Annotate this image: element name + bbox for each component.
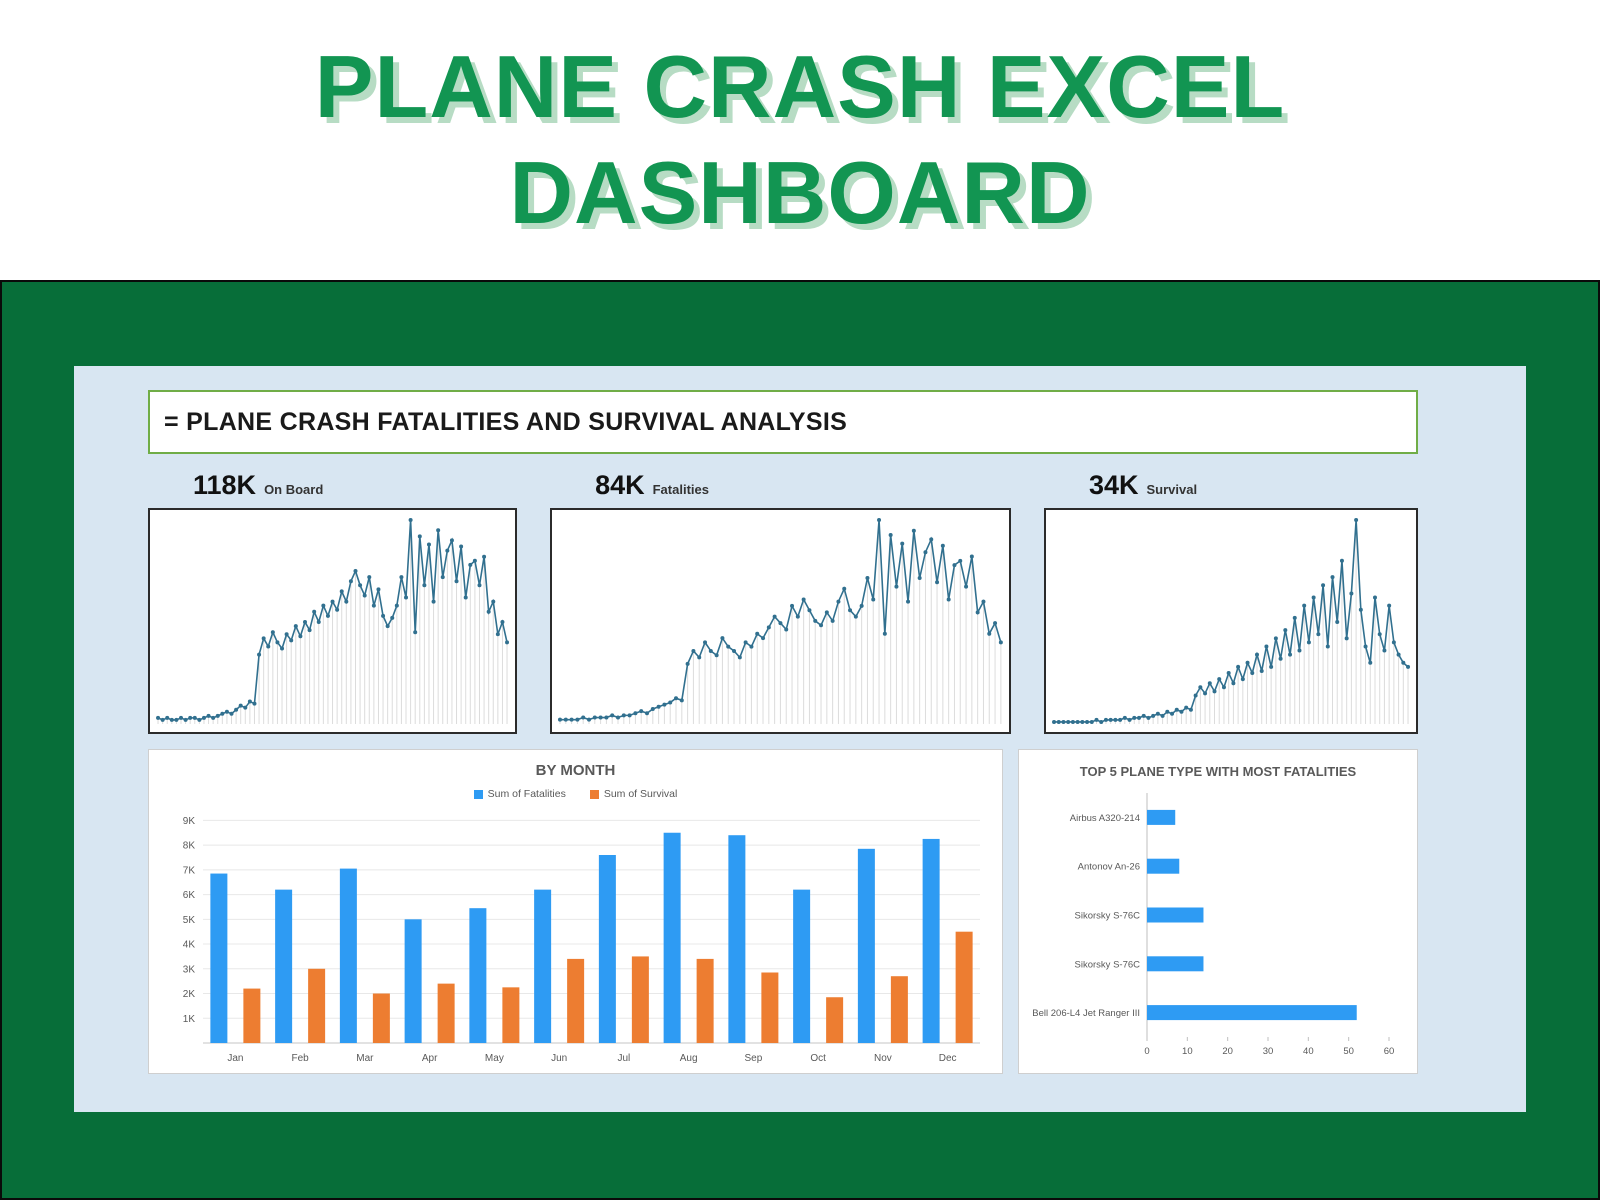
by-month-chart: 1K 2K 3K 4K 5K 6K 7K 8K 9K Jan Feb Mar Apr May Jun Jul A… (183, 816, 980, 1064)
svg-text:1K: 1K (183, 1014, 196, 1025)
kpi-fatalities-value: 84K (595, 470, 645, 500)
legend-item-survival: Sum of Survival (589, 788, 678, 800)
svg-text:Sikorsky S-76C: Sikorsky S-76C (1075, 959, 1141, 970)
by-month-chart-box: BY MONTH Sum of Fatalities Sum of Surviv… (148, 749, 1003, 1074)
legend-fatalities-label: Sum of Fatalities (487, 788, 566, 800)
svg-text:Oct: Oct (810, 1053, 826, 1064)
top5-chart-box: TOP 5 PLANE TYPE WITH MOST FATALITIES 0 1… (1018, 749, 1418, 1074)
dashboard-header: = PLANE CRASH FATALITIES AND SURVIVAL AN… (148, 390, 1418, 454)
svg-text:2K: 2K (183, 989, 196, 1000)
svg-text:4K: 4K (183, 940, 196, 951)
legend-item-fatalities: Sum of Fatalities (473, 788, 566, 800)
svg-text:Bell 206-L4 Jet Ranger III: Bell 206-L4 Jet Ranger III (1032, 1008, 1140, 1019)
svg-text:50: 50 (1343, 1046, 1354, 1057)
dashboard-panel: = PLANE CRASH FATALITIES AND SURVIVAL AN… (74, 366, 1526, 1112)
onboard-sparkline-chart (156, 518, 510, 724)
svg-text:Jan: Jan (227, 1053, 243, 1064)
fatalities-sparkline-chart (558, 518, 1003, 724)
page-title-line-1: PLANE CRASH EXCEL (314, 37, 1286, 137)
svg-text:Airbus A320-214: Airbus A320-214 (1070, 813, 1140, 824)
svg-text:10: 10 (1182, 1046, 1193, 1057)
kpi-fatalities-label: Fatalities (652, 482, 709, 497)
svg-text:Nov: Nov (874, 1053, 892, 1064)
onboard-sparkline-box (148, 508, 518, 734)
svg-text:Aug: Aug (680, 1053, 698, 1064)
by-month-legend: Sum of Fatalities Sum of Survival (157, 788, 994, 800)
svg-text:Feb: Feb (292, 1053, 310, 1064)
kpi-survival: 34K Survival (1044, 470, 1418, 508)
svg-text:Apr: Apr (422, 1053, 438, 1064)
top5-fatalities-chart: 0 10 20 30 40 50 60 Airbus A320-214 Antonov An-2… (1032, 793, 1395, 1057)
page-title-line-2: DASHBOARD (509, 143, 1091, 242)
kpi-row: 118K On Board 84K Fatalities 34K (148, 470, 1418, 734)
kpi-fatalities: 84K Fatalities (550, 470, 1011, 508)
svg-text:3K: 3K (183, 964, 196, 975)
svg-text:30: 30 (1263, 1046, 1274, 1057)
by-month-chart-title: BY MONTH (535, 762, 616, 779)
dashboard-header-title: = PLANE CRASH FATALITIES AND SURVIVAL AN… (164, 407, 848, 436)
svg-text:Jun: Jun (551, 1053, 567, 1064)
kpi-survival-value: 34K (1088, 470, 1139, 500)
kpi-onboard-label: On Board (264, 482, 324, 497)
kpi-column-onboard: 118K On Board (148, 470, 518, 734)
svg-text:May: May (485, 1053, 504, 1064)
svg-text:8K: 8K (183, 841, 196, 852)
dashboard-background: = PLANE CRASH FATALITIES AND SURVIVAL AN… (0, 280, 1600, 1200)
fatalities-legend-swatch (473, 789, 483, 799)
survival-sparkline-chart (1051, 518, 1410, 724)
legend-survival-label: Sum of Survival (603, 788, 678, 800)
svg-text:Jul: Jul (617, 1053, 630, 1064)
svg-text:Antonov An-26: Antonov An-26 (1078, 862, 1140, 873)
svg-text:9K: 9K (183, 816, 196, 827)
kpi-survival-label: Survival (1146, 482, 1198, 497)
top5-chart-area: 0 10 20 30 40 50 60 Airbus A320-214 Antonov An-2… (1025, 779, 1411, 1069)
svg-text:Sikorsky S-76C: Sikorsky S-76C (1075, 911, 1141, 922)
bottom-charts-row: BY MONTH Sum of Fatalities Sum of Surviv… (148, 749, 1418, 1074)
svg-text:Dec: Dec (939, 1053, 957, 1064)
kpi-onboard: 118K On Board (148, 470, 517, 508)
svg-text:5K: 5K (183, 915, 196, 926)
svg-text:0: 0 (1144, 1046, 1149, 1057)
page-banner: PLANE CRASH EXCEL DASHBOARD (0, 0, 1600, 280)
top5-chart-title: TOP 5 PLANE TYPE WITH MOST FATALITIES (1079, 764, 1357, 779)
svg-text:Sep: Sep (744, 1053, 762, 1064)
svg-text:7K: 7K (183, 865, 196, 876)
kpi-onboard-value: 118K (193, 470, 257, 500)
svg-text:20: 20 (1222, 1046, 1233, 1057)
svg-text:60: 60 (1384, 1046, 1395, 1057)
svg-text:6K: 6K (183, 890, 196, 901)
svg-text:40: 40 (1303, 1046, 1314, 1057)
kpi-column-fatalities: 84K Fatalities (550, 470, 1011, 734)
survival-legend-swatch (589, 789, 599, 799)
by-month-chart-area: 1K 2K 3K 4K 5K 6K 7K 8K 9K Jan Feb Mar Apr May Jun Jul A… (157, 800, 994, 1069)
survival-sparkline-box (1043, 508, 1418, 734)
kpi-column-survival: 34K Survival (1043, 470, 1418, 734)
svg-text:Mar: Mar (356, 1053, 374, 1064)
fatalities-sparkline-box (550, 508, 1011, 734)
